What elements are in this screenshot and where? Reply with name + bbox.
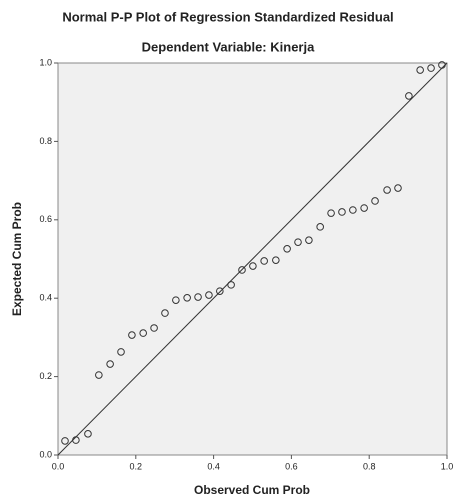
page: Normal P-P Plot of Regression Standardiz… bbox=[0, 0, 456, 500]
x-axis-label: Observed Cum Prob bbox=[194, 483, 310, 497]
x-tick-label: 0.4 bbox=[207, 461, 220, 471]
y-tick-label: 0.8 bbox=[39, 136, 52, 146]
y-tick-label: 0.0 bbox=[39, 449, 52, 459]
y-tick-label: 1.0 bbox=[39, 57, 52, 67]
y-tick-label: 0.6 bbox=[39, 214, 52, 224]
x-tick-label: 0.8 bbox=[363, 461, 376, 471]
x-tick-label: 1.0 bbox=[441, 461, 454, 471]
x-tick-label: 0.2 bbox=[130, 461, 143, 471]
y-tick-label: 0.2 bbox=[39, 371, 52, 381]
x-tick-label: 0.0 bbox=[52, 461, 65, 471]
chart-title: Normal P-P Plot of Regression Standardiz… bbox=[62, 9, 393, 24]
x-tick-label: 0.6 bbox=[285, 461, 298, 471]
y-axis-label: Expected Cum Prob bbox=[10, 202, 24, 316]
chart: Normal P-P Plot of Regression Standardiz… bbox=[0, 0, 456, 500]
y-tick-label: 0.4 bbox=[39, 293, 52, 303]
chart-subtitle: Dependent Variable: Kinerja bbox=[142, 39, 315, 54]
